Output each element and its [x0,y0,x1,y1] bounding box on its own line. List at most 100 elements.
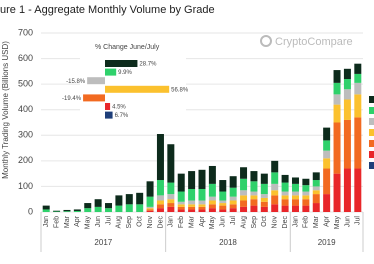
bar-segment [208,208,216,212]
bar-segment [323,127,331,141]
bar-segment [312,194,320,204]
x-tick-label: Dec [157,216,164,229]
bar-segment [323,168,331,195]
x-tick-label: May [334,216,341,230]
inset-value-label: -15.8% [66,79,86,85]
bar-segment [146,181,154,197]
bar-segment [354,63,362,74]
inset-bar [105,60,138,67]
bar-segment [73,210,81,212]
y-tick-label: 700 [18,27,33,37]
bar-segment [125,194,133,205]
x-tick-label: Nov [147,216,154,229]
x-tick-label: Mar [188,215,195,228]
bar-segment [219,209,227,212]
bar-segment [291,191,299,196]
bar-segment [115,195,123,206]
bar-segment [343,79,351,90]
inset-value-label: 6.7% [115,113,129,119]
bar-segment [177,191,185,202]
inset-bar [83,94,105,102]
bar-segment [125,204,133,212]
x-tick-label: Jul [355,216,362,225]
legend-swatch [369,151,374,158]
bar-segment [240,206,248,212]
bar-segment [240,178,248,191]
inset-bar [105,103,111,110]
bar-segment [53,210,61,212]
bar-segment [94,206,102,212]
bar-segment [312,186,320,191]
legend-swatch [369,129,374,136]
legend-swatch [369,118,374,125]
bar-segment [333,94,341,105]
bar-segment [198,209,206,212]
bar-segment [198,188,206,201]
bar-segment [146,208,154,210]
bar-segment [302,199,310,206]
bar-segment [208,204,216,209]
bar-segment [167,144,175,183]
inset-value-label: 56.8% [171,87,189,93]
bar-segment [323,158,331,169]
bar-segment [250,181,258,192]
x-tick-label: Jul [230,216,237,225]
watermark: CryptoCompare [275,36,353,48]
bar-segment [323,194,331,212]
bar-segment [271,172,279,184]
bar-segment [302,205,310,212]
group-label: 2018 [219,238,237,247]
x-tick-label: Jun [344,216,351,227]
bar-segment [188,171,196,189]
inset-bar [105,85,170,93]
x-tick-label: Oct [261,216,268,227]
bar-segment [354,168,362,212]
bar-segment [229,187,237,197]
bar-segment [271,160,279,173]
bar-segment [177,209,185,212]
x-tick-label: Dec [282,216,289,229]
bar-segment [260,197,268,202]
bar-segment [229,196,237,201]
chart-title: ure 1 - Aggregate Monthly Volume by Grad… [0,4,215,16]
bar-segment [177,206,185,210]
inset-value-label: 28.7% [139,62,157,68]
x-tick-label: Jul [105,216,112,225]
bar-segment [333,122,341,174]
bar-segment [343,99,351,120]
bar-segment [42,205,50,210]
bar-segment [260,206,268,212]
inset-value-label: -19.4% [62,96,82,102]
bar-segment [84,208,92,212]
bar-segment [63,211,71,212]
bar-segment [312,172,320,181]
bar-segment [105,208,113,212]
bar-segment [260,201,268,207]
bar-segment [281,205,289,212]
bar-segment [188,209,196,212]
bar-segment [281,174,289,183]
bar-segment [198,206,206,210]
bar-segment [354,73,362,83]
x-tick-label: Feb [53,216,60,228]
bar-segment [146,210,154,212]
x-tick-label: Apr [323,215,330,227]
bar-segment [312,180,320,187]
x-tick-label: Aug [116,216,123,229]
x-tick-label: May [85,216,92,230]
x-tick-label: Feb [303,216,310,228]
bar-segment [302,191,310,196]
bar-segment [354,82,362,95]
bar-segment [291,183,299,192]
legend-swatch [369,162,374,169]
x-tick-label: May [209,216,216,230]
logo: CryptoCompare [260,35,353,48]
x-tick-label: Apr [74,215,81,227]
bar-segment [208,196,216,201]
bar-segment [177,173,185,192]
x-tick-label: Sep [126,216,133,229]
inset-bar [105,111,113,119]
bar-segment [260,173,268,184]
bar-segment [73,209,81,211]
bar-segment [271,204,279,212]
